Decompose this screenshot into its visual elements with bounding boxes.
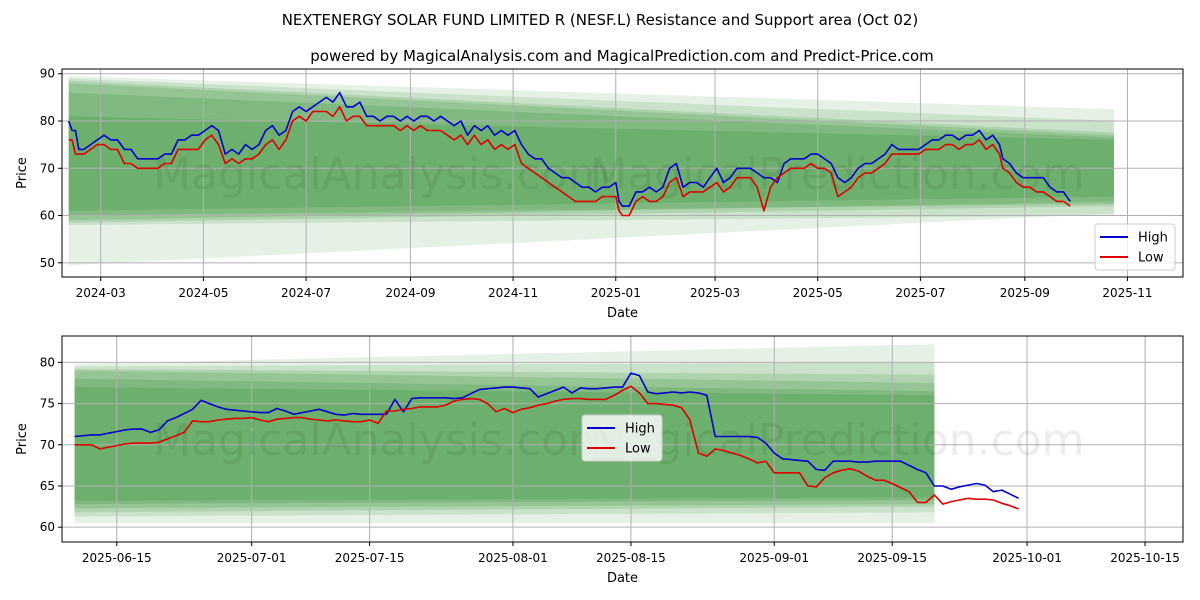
x-tick-label: 2024-03 — [76, 286, 126, 300]
x-tick-label: 2025-09 — [1000, 286, 1050, 300]
x-tick-label: 2025-05 — [793, 286, 843, 300]
resistance-support-band — [74, 370, 935, 509]
bottom-panel: MagicalAnalysis.comMagicalPrediction.com… — [15, 335, 1184, 586]
resistance-support-band — [68, 116, 1115, 211]
y-tick-label: 50 — [40, 256, 55, 270]
watermark-text: MagicalAnalysis.com — [153, 149, 611, 200]
legend-box — [1094, 223, 1176, 271]
y-tick-label: 90 — [40, 67, 55, 81]
x-tick-label: 2025-09-01 — [739, 551, 809, 565]
watermark-text: MagicalPrediction.com — [590, 415, 1085, 466]
resistance-support-band — [74, 362, 935, 517]
legend-label: High — [625, 422, 655, 437]
watermark-text: MagicalAnalysis.com — [153, 415, 611, 466]
band-group — [74, 344, 935, 523]
series-group — [67, 91, 1071, 217]
y-tick-label: 80 — [40, 114, 55, 128]
axes-frame — [61, 335, 1184, 543]
x-tick-label: 2024-07 — [281, 286, 331, 300]
x-tick-label: 2025-01 — [591, 286, 641, 300]
top-panel: MagicalAnalysis.comMagicalPrediction.com… — [15, 67, 1184, 321]
x-tick-label: 2025-11 — [1102, 286, 1152, 300]
series-line-high — [74, 372, 1019, 500]
x-tick-label: 2025-07-01 — [217, 551, 287, 565]
legend-box — [581, 414, 663, 462]
x-tick-label: 2025-07 — [895, 286, 945, 300]
series-line-low — [74, 385, 1019, 510]
x-tick-label: 2024-05 — [178, 286, 228, 300]
resistance-support-band — [74, 387, 935, 501]
x-tick-label: 2025-10-01 — [992, 551, 1062, 565]
x-tick-label: 2025-03 — [690, 286, 740, 300]
series-line-high — [67, 91, 1071, 207]
y-tick-label: 65 — [40, 479, 55, 493]
axes-frame — [61, 68, 1184, 278]
x-tick-label: 2025-08-01 — [478, 551, 548, 565]
x-tick-label: 2025-06-15 — [82, 551, 152, 565]
x-tick-label: 2025-10-15 — [1110, 551, 1180, 565]
resistance-support-band — [74, 378, 935, 505]
resistance-support-band — [74, 344, 935, 523]
legend-label: Low — [1138, 251, 1164, 266]
y-tick-label: 70 — [40, 161, 55, 175]
y-axis-label: Price — [15, 157, 30, 189]
x-tick-label: 2025-09-15 — [857, 551, 927, 565]
resistance-support-band — [68, 76, 1115, 266]
chart-subtitle: powered by MagicalAnalysis.com and Magic… — [310, 47, 934, 65]
resistance-support-band — [74, 369, 935, 513]
legend: High Low — [1094, 223, 1176, 271]
x-tick-label: 2024-09 — [385, 286, 435, 300]
x-axis-label: Date — [607, 571, 638, 586]
y-tick-label: 60 — [40, 209, 55, 223]
y-tick-label: 75 — [40, 397, 55, 411]
x-axis-label: Date — [607, 306, 638, 321]
x-tick-label: 2025-07-15 — [335, 551, 405, 565]
legend: High Low — [581, 414, 663, 462]
y-tick-label: 80 — [40, 355, 55, 369]
series-line-low — [68, 106, 1071, 217]
legend-label: Low — [625, 442, 651, 457]
x-tick-label: 2025-08-15 — [596, 551, 666, 565]
y-axis-label: Price — [15, 423, 30, 455]
resistance-support-band — [68, 80, 1115, 223]
y-tick-label: 70 — [40, 438, 55, 452]
series-group — [74, 372, 1019, 510]
x-tick-label: 2024-11 — [488, 286, 538, 300]
y-tick-label: 60 — [40, 520, 55, 534]
chart-title: NEXTENERGY SOLAR FUND LIMITED R (NESF.L)… — [282, 11, 919, 29]
legend-label: High — [1138, 231, 1168, 246]
